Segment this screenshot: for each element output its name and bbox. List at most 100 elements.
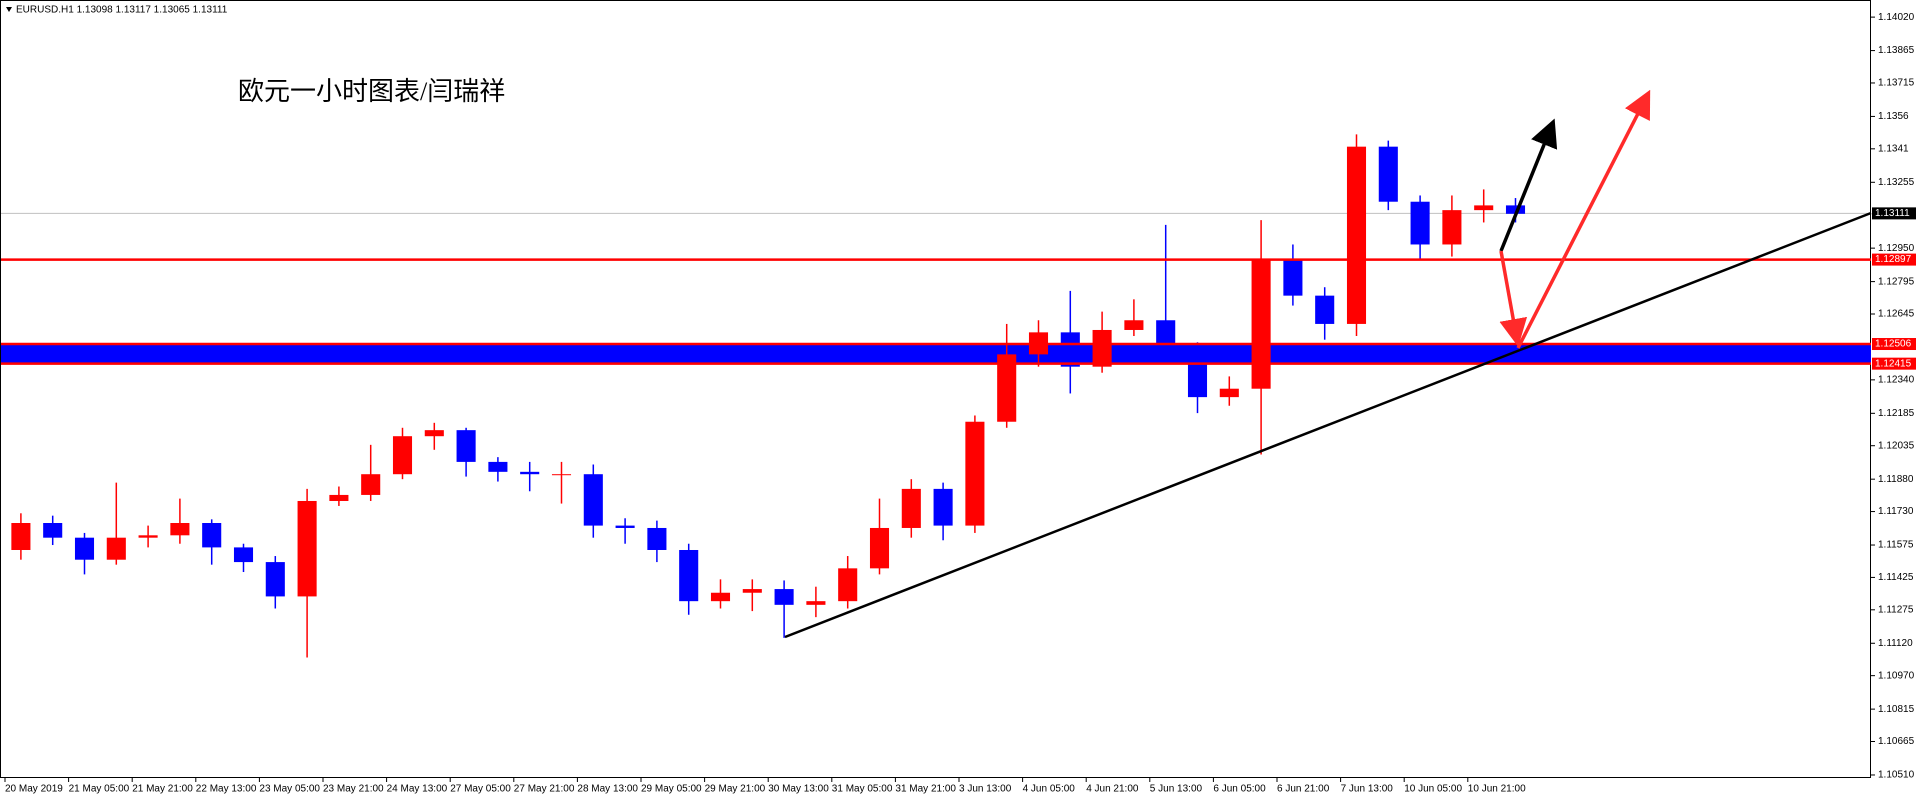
candle-body <box>520 471 540 475</box>
candle-body <box>138 535 158 538</box>
candle-body <box>424 430 444 437</box>
level-label-bg <box>1872 338 1916 351</box>
y-tick-label: 1.10665 <box>1878 736 1915 747</box>
candle-body <box>265 562 285 597</box>
x-tick-label: 28 May 13:00 <box>577 784 638 795</box>
y-tick-label: 1.12340 <box>1878 374 1915 385</box>
arrow <box>1516 89 1651 349</box>
x-tick-label: 4 Jun 21:00 <box>1086 784 1139 795</box>
x-tick-label: 21 May 05:00 <box>69 784 130 795</box>
candle-body <box>1378 146 1398 202</box>
y-tick-label: 1.12185 <box>1878 408 1915 419</box>
y-tick-label: 1.10970 <box>1878 670 1915 681</box>
candle-body <box>1092 329 1112 367</box>
candle-body <box>1219 388 1239 398</box>
candle-body <box>774 589 794 605</box>
candle-body <box>11 523 31 550</box>
candle-body <box>1442 210 1462 245</box>
candle-body <box>43 523 63 538</box>
candle-body <box>1346 146 1367 324</box>
candle-body <box>488 461 508 472</box>
candle-body <box>297 500 317 597</box>
candle-body <box>838 568 858 602</box>
candle-body <box>361 474 381 495</box>
candle-body <box>106 537 126 560</box>
candle-body <box>647 527 667 550</box>
last-price-label: 1.13111 <box>1875 208 1910 219</box>
y-tick-label: 1.12645 <box>1878 309 1915 320</box>
menu-triangle <box>6 7 12 12</box>
candle-body <box>965 421 985 526</box>
level-label-bg <box>1872 253 1916 266</box>
y-tick-label: 1.10510 <box>1878 770 1915 781</box>
candle-body <box>806 601 826 605</box>
x-tick-label: 22 May 13:00 <box>196 784 257 795</box>
candle-body <box>1283 259 1303 296</box>
candle-body <box>1410 201 1430 245</box>
candle-body <box>170 523 190 536</box>
level-label: 1.12897 <box>1875 254 1912 265</box>
candle-body <box>615 525 635 528</box>
y-tick-label: 1.11425 <box>1878 572 1914 583</box>
x-tick-label: 6 Jun 05:00 <box>1213 784 1266 795</box>
arrow <box>1499 250 1528 347</box>
candle-body <box>901 488 921 528</box>
candle-body <box>997 354 1017 422</box>
x-tick-label: 23 May 05:00 <box>259 784 320 795</box>
y-tick-label: 1.13255 <box>1878 177 1915 188</box>
y-tick-label: 1.13715 <box>1878 78 1915 89</box>
y-tick-label: 1.14020 <box>1878 12 1915 23</box>
x-tick-label: 23 May 21:00 <box>323 784 384 795</box>
arrow <box>1499 118 1558 252</box>
x-tick-label: 4 Jun 05:00 <box>1023 784 1076 795</box>
y-tick-label: 1.1356 <box>1878 111 1909 122</box>
y-tick-label: 1.11575 <box>1878 540 1914 551</box>
candle-body <box>742 589 762 593</box>
y-tick-label: 1.11880 <box>1878 474 1914 485</box>
plot-frame <box>0 0 1871 778</box>
candle-body <box>679 549 699 602</box>
annotation: 欧元一小时图表/闫瑞祥 <box>238 77 505 106</box>
candle-body <box>392 436 413 475</box>
x-tick-label: 20 May 2019 <box>5 784 63 795</box>
candle-body <box>1474 205 1494 211</box>
x-tick-label: 6 Jun 21:00 <box>1277 784 1330 795</box>
chart-title: EURUSD.H1 1.13098 1.13117 1.13065 1.1311… <box>16 5 228 16</box>
candle-body <box>329 494 349 501</box>
y-tick-label: 1.12035 <box>1878 440 1915 451</box>
candle-body <box>1060 332 1080 367</box>
level-label-bg <box>1872 357 1916 370</box>
candle-body <box>933 488 953 526</box>
trend-line <box>784 211 1872 639</box>
candle-body <box>710 592 731 602</box>
candle-body <box>1315 295 1335 324</box>
y-tick-label: 1.12795 <box>1878 276 1915 287</box>
x-tick-label: 5 Jun 13:00 <box>1150 784 1203 795</box>
candle-body <box>1251 259 1271 389</box>
candle-body <box>202 523 222 548</box>
level-label: 1.12506 <box>1875 339 1912 350</box>
x-tick-label: 30 May 13:00 <box>768 784 829 795</box>
y-tick-label: 1.11730 <box>1878 506 1914 517</box>
y-tick-label: 1.13865 <box>1878 45 1915 56</box>
x-tick-label: 7 Jun 13:00 <box>1341 784 1394 795</box>
y-tick-label: 1.11120 <box>1878 638 1913 649</box>
candle-body <box>233 547 254 563</box>
x-tick-label: 24 May 13:00 <box>387 784 448 795</box>
candle-body <box>1124 320 1144 330</box>
x-tick-label: 27 May 05:00 <box>450 784 511 795</box>
y-tick-label: 1.1341 <box>1878 143 1909 154</box>
last-price-label-bg <box>1872 207 1916 220</box>
x-tick-label: 31 May 05:00 <box>832 784 893 795</box>
x-tick-label: 31 May 21:00 <box>895 784 956 795</box>
candle-body <box>551 474 572 476</box>
x-tick-label: 29 May 21:00 <box>705 784 766 795</box>
candle-body <box>1505 205 1526 214</box>
level-label: 1.12415 <box>1875 358 1912 369</box>
y-tick-label: 1.12950 <box>1878 243 1915 254</box>
plot <box>1 134 1871 658</box>
zone-band <box>1 344 1871 364</box>
candle-body <box>74 537 95 560</box>
x-tick-label: 21 May 21:00 <box>132 784 193 795</box>
x-tick-label: 29 May 05:00 <box>641 784 702 795</box>
